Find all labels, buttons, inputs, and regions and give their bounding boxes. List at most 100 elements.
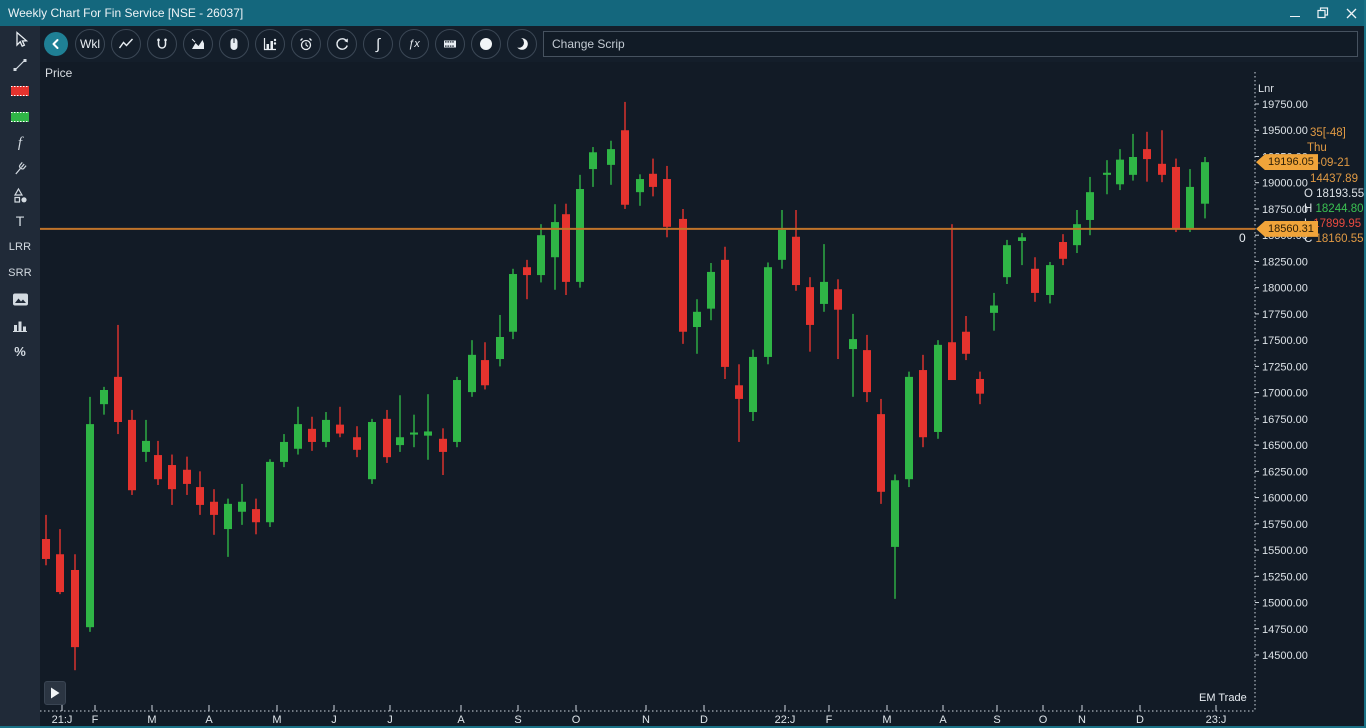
last-price-badge: 19196.05 [1256,154,1318,171]
chart-area[interactable]: 19750.0019500.0019250.0019000.0018750.00… [40,62,1364,726]
bar-chart-button[interactable] [255,29,285,59]
candle [383,409,391,463]
histogram-icon [13,321,27,332]
candle [863,334,871,403]
bar-chart-icon [263,38,277,51]
candle [266,459,274,527]
mouse-icon [230,38,238,50]
percent-icon: % [14,343,26,359]
high-row: H 18244.80 [1304,202,1364,217]
restore-icon [1317,7,1329,19]
play-button[interactable] [44,681,66,705]
candle [649,158,657,197]
integral-button[interactable]: ∫ [363,29,393,59]
alarm-button[interactable] [291,29,321,59]
shapes-tool[interactable] [0,182,40,208]
histogram-tool[interactable] [0,312,40,338]
candle [154,440,162,485]
trendline-tool[interactable] [0,52,40,78]
restore-button[interactable] [1316,6,1330,20]
svg-text:S: S [514,714,521,726]
candle [1018,233,1026,266]
candle [990,292,998,331]
image-tool[interactable] [0,286,40,312]
percent-tool[interactable]: % [0,338,40,364]
candle [252,498,260,535]
svg-text:18750.00: 18750.00 [1262,204,1308,216]
candle [1116,149,1124,191]
moon-icon [514,37,528,50]
time-axis-labels: 21:J F M A M J J A S O N D 22:J F M A S O N D 23:J [52,705,1226,726]
candle [71,554,79,671]
candle [764,262,772,365]
candlestick-chart[interactable]: 19750.0019500.0019250.0019000.0018750.00… [40,62,1366,728]
svg-text:16500.00: 16500.00 [1262,440,1308,452]
candle [128,409,136,495]
svg-text:16750.00: 16750.00 [1262,414,1308,426]
candle [820,244,828,312]
candle [1086,176,1094,236]
svg-text:N: N [1078,714,1086,726]
candle [280,434,288,468]
area-chart-button[interactable] [183,29,213,59]
function-icon: f [17,134,23,151]
close-button[interactable] [1344,6,1358,20]
tool-sidebar: f T LRR SRR [0,26,40,726]
svg-text:A: A [457,714,465,726]
candle [621,101,629,209]
refresh-button[interactable] [327,29,357,59]
magnet-button[interactable] [147,29,177,59]
candle [336,406,344,438]
text-tool[interactable]: T [0,208,40,234]
close-icon [1346,8,1356,18]
back-button[interactable] [44,32,68,56]
minimize-icon [1290,16,1300,17]
cursor-tool[interactable] [0,26,40,52]
svg-text:19500.00: 19500.00 [1262,125,1308,137]
mouse-button[interactable] [219,29,249,59]
line-chart-icon [118,38,134,49]
fx-button[interactable]: ƒx [399,29,429,59]
lrr-tool[interactable]: LRR [0,234,40,260]
svg-text:S: S [993,714,1000,726]
candle [496,314,504,367]
line-chart-button[interactable] [111,29,141,59]
film-strip-button[interactable] [435,29,465,59]
candle [735,364,743,442]
green-band-icon [11,112,29,122]
window-controls [1288,0,1358,26]
candle [778,210,786,269]
srr-tool[interactable]: SRR [0,260,40,286]
function-tool[interactable]: f [0,130,40,156]
theme-button[interactable] [507,29,537,59]
candle [1073,210,1081,254]
cursor-icon [15,30,28,47]
candle [962,316,970,361]
shapes-icon [13,187,27,203]
value-label: 14437.89 [1310,172,1358,185]
candle [877,398,885,504]
candle [142,419,150,462]
candle [1158,130,1166,183]
magnet-icon [157,38,167,49]
high-label: H [1304,203,1313,216]
candle [410,414,418,448]
red-band-tool[interactable] [0,78,40,104]
circle-button[interactable] [471,29,501,59]
change-scrip-input[interactable] [543,31,1358,57]
svg-text:14750.00: 14750.00 [1262,624,1308,636]
candle [224,498,232,557]
candle [42,514,50,566]
candle [551,204,559,290]
weekly-period-button[interactable]: Wkl [75,29,105,59]
candle [481,342,489,390]
candle [1129,133,1137,181]
candle [396,395,404,452]
svg-text:22:J: 22:J [775,714,796,726]
film-strip-icon [444,40,456,48]
green-band-tool[interactable] [0,104,40,130]
lrr-label: LRR [8,241,32,253]
minimize-button[interactable] [1288,6,1302,20]
candle [196,471,204,515]
fork-tool[interactable] [0,156,40,182]
